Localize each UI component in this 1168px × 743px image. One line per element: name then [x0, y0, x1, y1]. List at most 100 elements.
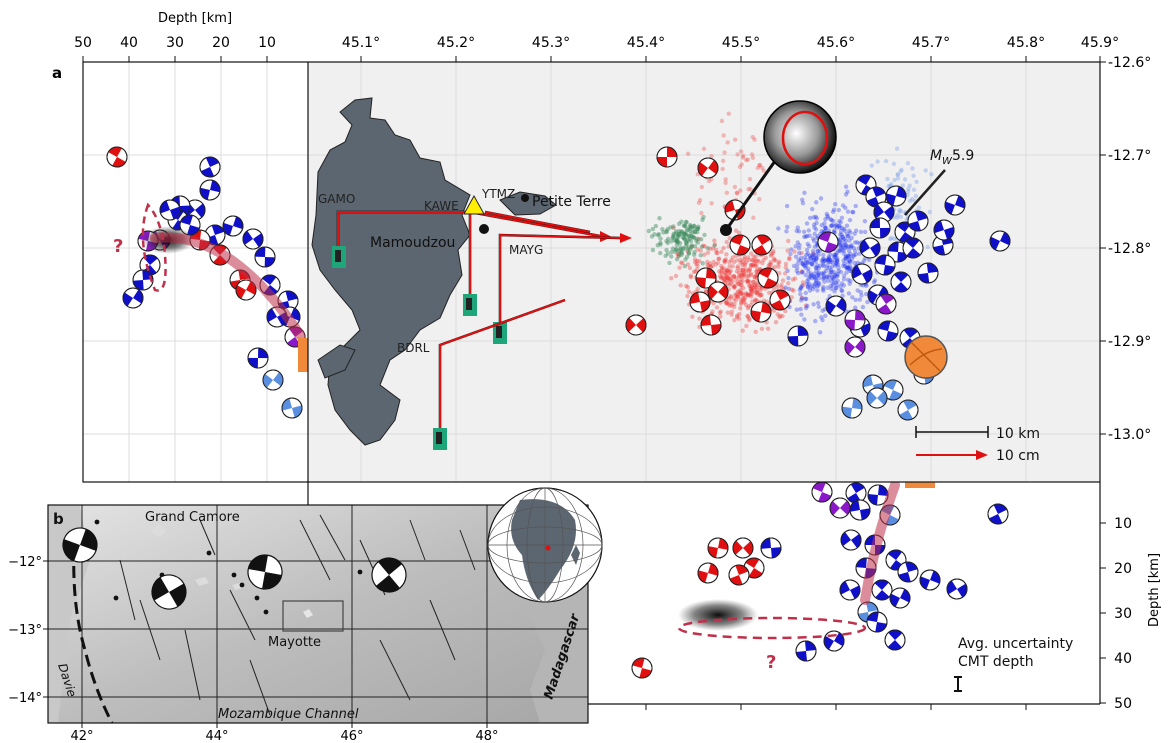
seismic-event: [724, 274, 729, 280]
seismic-event: [758, 292, 763, 298]
seismic-event: [805, 241, 810, 247]
seismic-event: [686, 245, 692, 250]
seismic-event: [836, 223, 841, 229]
seismic-event: [825, 285, 830, 291]
bottom-dashed-outline: [677, 616, 867, 640]
place-label-mozambique-channel: Mozambique Channel: [218, 707, 359, 722]
seismic-event: [741, 272, 747, 278]
seismic-event: [658, 250, 663, 256]
seismic-event: [763, 255, 768, 260]
seismic-event: [701, 146, 707, 151]
seismic-event: [814, 256, 819, 261]
place-label-petite-terre: Petite Terre: [532, 194, 611, 210]
seismic-event: [775, 284, 780, 290]
globe-inset: [487, 487, 603, 603]
seismic-event: [754, 290, 760, 296]
seismic-event: [697, 259, 702, 264]
seismic-event: [671, 233, 676, 238]
seismic-event: [784, 203, 790, 209]
panel-a-label: a: [52, 64, 62, 82]
focal-mechanism-ball: [933, 219, 955, 241]
seismic-event: [812, 244, 818, 249]
seismic-event: [841, 248, 847, 254]
seismic-event: [681, 223, 687, 229]
seismic-event: [911, 173, 916, 178]
seismic-event: [807, 259, 812, 264]
seismic-event: [746, 269, 752, 274]
seismic-event: [738, 257, 743, 263]
seismic-event: [852, 260, 857, 266]
seismic-event: [838, 242, 843, 247]
seismic-event: [824, 274, 830, 279]
seismic-event: [830, 222, 835, 228]
seismic-event: [796, 246, 802, 251]
seismic-event: [892, 236, 897, 241]
seismic-event: [907, 183, 912, 188]
seismic-event: [821, 284, 826, 290]
seismic-event: [738, 188, 743, 193]
side-section-background: [83, 62, 308, 482]
seismic-event: [676, 232, 682, 237]
bottom-question-mark: ?: [766, 652, 776, 673]
seismic-event: [679, 252, 684, 257]
seismic-event: [650, 247, 656, 253]
seismic-event: [729, 312, 734, 317]
seismic-event: [684, 227, 690, 232]
seismic-event: [724, 239, 729, 245]
seismic-event: [680, 234, 685, 240]
seismic-event: [859, 293, 864, 298]
seismic-event: [799, 296, 805, 301]
seismic-event: [673, 229, 679, 234]
seismic-event: [727, 282, 733, 287]
seismic-event: [732, 301, 737, 307]
seismic-event: [670, 246, 676, 251]
seismic-event: [688, 224, 693, 230]
seismic-event: [851, 245, 857, 251]
scale-km-label: 10 km: [996, 426, 1040, 442]
regional-focal-mechanism: [371, 557, 407, 593]
seismic-event: [725, 275, 730, 281]
seismic-event: [910, 166, 915, 171]
seismic-event: [848, 259, 853, 265]
seismic-event: [682, 237, 688, 242]
seismic-event: [848, 278, 853, 284]
seismic-event: [755, 292, 761, 297]
focal-mechanism-ball: [989, 230, 1011, 252]
seismic-event: [810, 253, 815, 258]
seismic-event: [802, 263, 807, 268]
seismic-event: [727, 264, 732, 269]
seismic-event: [840, 293, 845, 299]
seismic-event: [810, 262, 815, 267]
axes-borders: [82, 61, 1101, 705]
seismic-event: [725, 140, 730, 145]
seismic-event: [846, 248, 852, 254]
seismic-event: [802, 190, 807, 196]
seismic-event: [885, 176, 890, 182]
svg-text:45.3°: 45.3°: [532, 35, 570, 51]
seismic-event: [841, 277, 847, 282]
seismic-event: [799, 312, 804, 317]
focal-mechanism-ball: [946, 578, 968, 600]
seismic-event: [816, 270, 821, 275]
seismic-event: [789, 247, 794, 252]
seismic-event: [755, 258, 760, 263]
seismic-event: [683, 219, 689, 225]
seismic-event: [743, 302, 749, 307]
seismic-event: [732, 283, 737, 289]
seismic-event: [838, 245, 844, 250]
seismic-event: [863, 291, 869, 297]
seismic-event: [813, 252, 819, 257]
seismic-event: [753, 297, 758, 302]
seismic-event: [837, 225, 842, 230]
seismic-event: [791, 288, 796, 293]
seismic-event: [679, 249, 684, 255]
seismic-event: [828, 259, 833, 265]
seismic-event: [682, 231, 687, 236]
seismic-event: [851, 254, 856, 259]
seismic-event: [705, 259, 710, 265]
seismic-event: [801, 262, 806, 267]
seismic-event: [798, 258, 803, 263]
seismic-event: [927, 209, 932, 215]
seismic-event: [671, 231, 676, 237]
seismic-event: [677, 240, 683, 246]
